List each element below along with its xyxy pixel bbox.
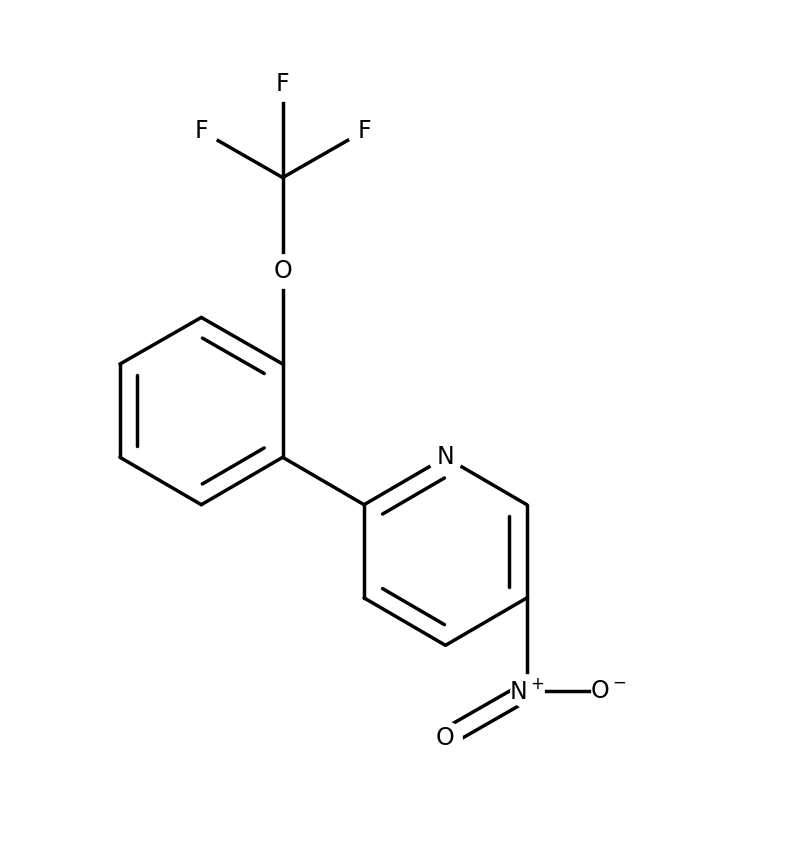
Text: $\mathregular{N^+}$: $\mathregular{N^+}$ [508, 678, 544, 703]
Text: F: F [275, 73, 289, 97]
Text: $\mathregular{O^-}$: $\mathregular{O^-}$ [589, 679, 626, 703]
Text: N: N [436, 445, 454, 469]
Text: F: F [194, 119, 208, 143]
Text: F: F [357, 119, 370, 143]
Text: O: O [435, 726, 454, 750]
Text: O: O [273, 259, 291, 283]
